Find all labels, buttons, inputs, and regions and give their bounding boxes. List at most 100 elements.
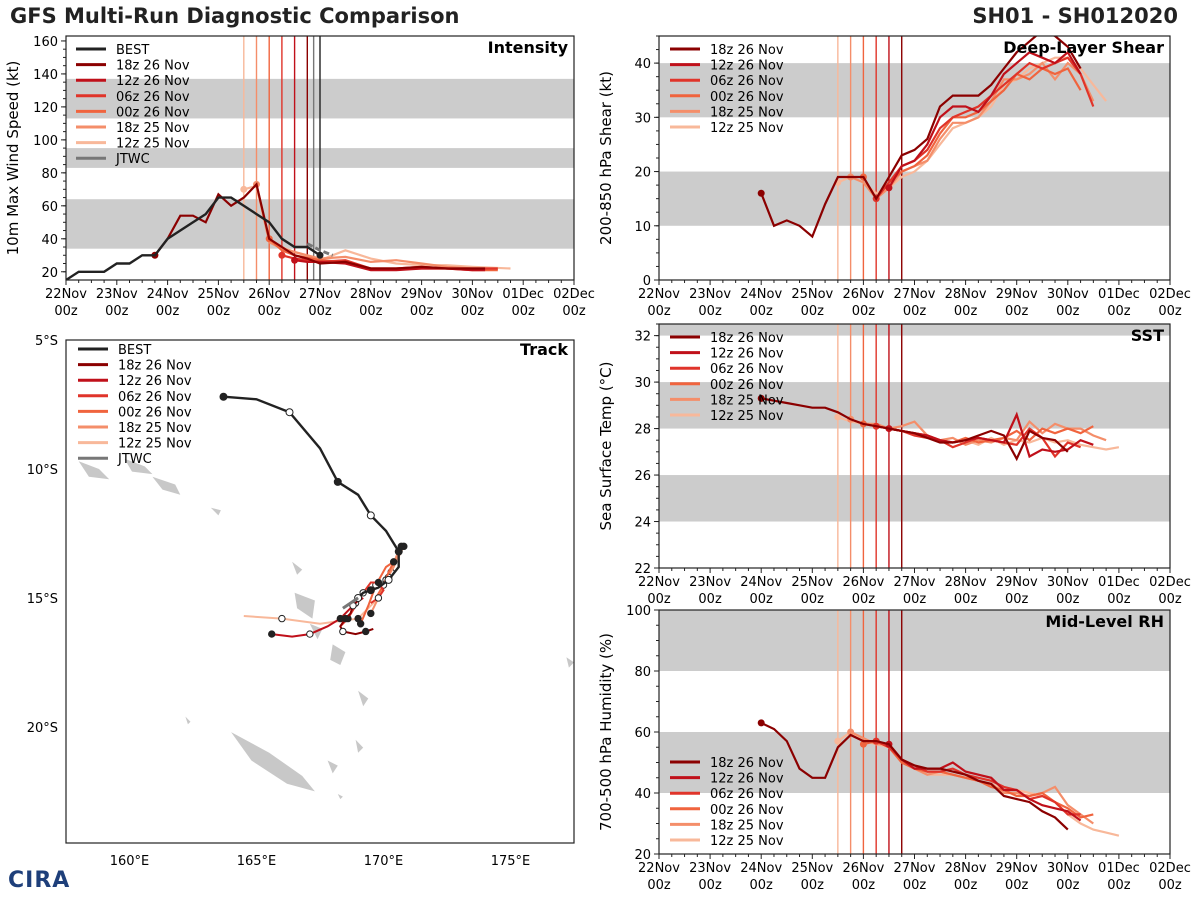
best-point	[316, 251, 324, 259]
legend-label: 12z 26 Nov	[710, 772, 784, 787]
x-tick-label: 25Nov	[197, 287, 239, 302]
x-tick-label-hour: 00z	[1056, 592, 1080, 607]
x-tick-label-hour: 00z	[359, 304, 383, 319]
x-tick-label: 23Nov	[689, 575, 731, 590]
land-island	[566, 657, 574, 668]
x-tick-label: 02Dec	[1149, 287, 1191, 302]
shaded-band	[659, 475, 1170, 522]
x-tick-label: 22Nov	[638, 861, 680, 876]
panel-rh: 20 40 60 80 100 22Nov 00z 23Nov 00z 24Nov 00z 25Nov…	[597, 604, 1191, 893]
legend-label: 00z 26 Nov	[710, 378, 784, 393]
x-tick-label: 26Nov	[842, 575, 884, 590]
series-line	[761, 397, 1069, 462]
x-tick-label: 01Dec	[1098, 287, 1140, 302]
track-marker	[374, 578, 383, 587]
y-tick-label: 32	[634, 330, 651, 345]
panel-title: SST	[1131, 326, 1164, 345]
x-tick-label: 29Nov	[996, 287, 1038, 302]
panel-title: Deep-Layer Shear	[1003, 38, 1164, 57]
legend-label: 06z 26 Nov	[710, 74, 784, 89]
y-tick-label: 24	[634, 516, 651, 531]
x-tick-label: 29Nov	[996, 861, 1038, 876]
x-tick-label: 29Nov	[996, 575, 1038, 590]
land-island	[210, 507, 221, 516]
x-tick-label-hour: 00z	[698, 878, 722, 893]
best-track-marker	[384, 575, 393, 584]
series-line	[862, 67, 1082, 201]
y-tick-label: 60	[41, 200, 58, 215]
y-tick-label: 100	[33, 134, 58, 149]
panel-track: 160°E 165°E 170°E 175°E 5°S 10°S 15°S 20°S Track…	[27, 334, 575, 869]
y-tick-label: 30	[634, 376, 651, 391]
x-tick-label: 24Nov	[740, 861, 782, 876]
x-tick-label: 23Nov	[689, 861, 731, 876]
x-tick-label-hour: 00z	[308, 304, 332, 319]
y-tick-label: 40	[634, 57, 651, 72]
lat-label: 10°S	[27, 463, 58, 478]
x-tick-label-hour: 00z	[410, 304, 434, 319]
panel-shear: 0 10 20 30 40 22Nov 00z 23Nov 00z 24Nov 00z 25Nov 00…	[597, 35, 1191, 319]
legend-label: BEST	[118, 343, 151, 358]
y-tick-label: 30	[634, 111, 651, 126]
x-tick-label: 24Nov	[740, 287, 782, 302]
track-marker	[306, 630, 314, 638]
series-init-point	[757, 719, 765, 727]
chart-title: GFS Multi-Run Diagnostic Comparison	[10, 4, 460, 28]
x-tick-label: 27Nov	[894, 861, 936, 876]
y-tick-label: 140	[33, 68, 58, 83]
legend-label: 06z 26 Nov	[710, 787, 784, 802]
legend-label: 12z 25 Nov	[710, 409, 784, 424]
legend-label: 12z 25 Nov	[118, 437, 192, 452]
panel-title: Track	[520, 340, 568, 359]
track-marker	[339, 627, 347, 636]
y-axis-label: 700-500 hPa Humidity (%)	[597, 633, 615, 831]
legend-label: 00z 26 Nov	[116, 105, 190, 120]
x-tick-label: 25Nov	[791, 287, 833, 302]
y-tick-label: 40	[41, 233, 58, 248]
y-tick-label: 20	[41, 266, 58, 281]
series-init-point	[834, 413, 842, 421]
legend-label: 12z 25 Nov	[116, 137, 190, 152]
land-island	[330, 644, 346, 665]
y-tick-label: 0	[643, 274, 651, 289]
series-init-point	[278, 251, 286, 259]
legend-label: 18z 26 Nov	[710, 43, 784, 58]
x-tick-label-hour: 00z	[156, 304, 180, 319]
best-track-marker	[333, 477, 342, 486]
series-line	[760, 721, 1069, 831]
land-island	[124, 458, 153, 475]
series-init-point	[291, 256, 299, 264]
series-init-point	[885, 184, 893, 192]
lat-label: 5°S	[35, 334, 58, 349]
jtwc-line	[306, 242, 334, 257]
panel-sst: 22 24 26 28 30 32 22Nov 00z 23Nov 00z 24Nov 00z 25No…	[597, 323, 1191, 607]
best-track-line	[66, 196, 321, 280]
track-marker	[362, 627, 370, 636]
map-area	[66, 340, 574, 843]
y-tick-label: 22	[634, 562, 651, 577]
y-tick-label: 100	[626, 604, 651, 619]
shaded-band	[659, 610, 1170, 671]
series-init-point	[847, 728, 855, 736]
x-tick-label-hour: 00z	[698, 592, 722, 607]
x-tick-label: 22Nov	[638, 287, 680, 302]
land-island	[294, 592, 315, 619]
storm-id-title: SH01 - SH012020	[972, 4, 1178, 28]
series-line	[760, 36, 1082, 239]
legend-label: BEST	[116, 43, 149, 58]
x-tick-label-hour: 00z	[512, 304, 536, 319]
x-tick-label-hour: 00z	[1107, 592, 1131, 607]
lon-label: 175°E	[491, 854, 531, 869]
land-island	[355, 739, 364, 753]
best-track-marker	[219, 392, 228, 401]
y-tick-label: 80	[41, 167, 58, 182]
legend-label: 12z 25 Nov	[710, 121, 784, 136]
best-track-marker	[366, 586, 375, 595]
y-axis-label: 200-850 hPa Shear (kt)	[597, 71, 615, 245]
x-tick-label-hour: 00z	[801, 592, 825, 607]
lat-label: 15°S	[27, 592, 58, 607]
x-tick-label-hour: 00z	[207, 304, 231, 319]
series-init-point	[240, 185, 248, 193]
map-frame	[65, 339, 575, 844]
